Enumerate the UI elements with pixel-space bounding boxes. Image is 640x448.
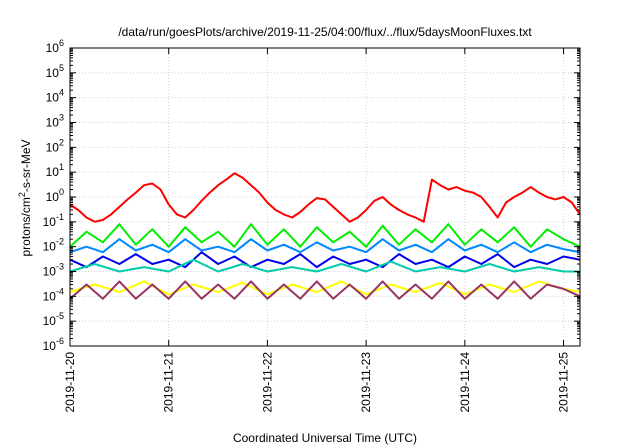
y-tick-label: 10-3 (43, 262, 64, 279)
series-line-3 (69, 238, 581, 254)
y-tick-label: 103 (46, 113, 64, 130)
axis-ticks (69, 47, 580, 347)
y-axis-label: protons/cm2-s-sr-MeV (17, 139, 33, 256)
series-layer (69, 172, 581, 300)
series-line-1 (69, 172, 581, 223)
series-line-2 (69, 223, 581, 248)
y-tick-label: 10-6 (43, 336, 64, 353)
y-tick-label: 105 (46, 63, 64, 80)
y-tick-label: 10-1 (43, 212, 64, 229)
chart-title: /data/run/goesPlots/archive/2019-11-25/0… (118, 25, 532, 39)
y-tick-label: 100 (46, 187, 64, 204)
y-tick-label: 10-2 (43, 237, 64, 254)
y-tick-label: 102 (46, 137, 64, 154)
x-tick-label: 2019-11-24 (458, 352, 472, 413)
x-axis-label: Coordinated Universal Time (UTC) (233, 431, 417, 445)
y-tick-labels: 10-6 10-5 10-4 10-3 10-2 10-1 100 101 102 103 104 1… (43, 38, 64, 353)
grid (70, 48, 580, 346)
x-tick-label: 2019-11-23 (359, 352, 373, 413)
series-line-5 (69, 258, 580, 273)
y-tick-label: 10-5 (43, 311, 64, 328)
x-tick-label: 2019-11-21 (162, 352, 176, 413)
y-tick-label: 10-4 (43, 286, 64, 303)
y-tick-label: 104 (46, 88, 64, 105)
x-tick-labels: 2019-11-20 2019-11-21 2019-11-22 2019-11-23… (63, 352, 571, 413)
series-line-7 (69, 280, 581, 300)
y-axis-label-base: protons/cm (19, 197, 33, 256)
x-tick-label: 2019-11-20 (63, 352, 77, 413)
x-tick-label: 2019-11-22 (260, 352, 274, 413)
y-tick-label: 106 (46, 38, 64, 55)
y-axis-label-sup: 2 (17, 192, 27, 197)
y-tick-label: 101 (46, 162, 64, 179)
series-line-4 (69, 251, 581, 269)
y-axis-label-rest: -s-sr-MeV (19, 139, 33, 192)
x-tick-label: 2019-11-25 (557, 352, 571, 413)
